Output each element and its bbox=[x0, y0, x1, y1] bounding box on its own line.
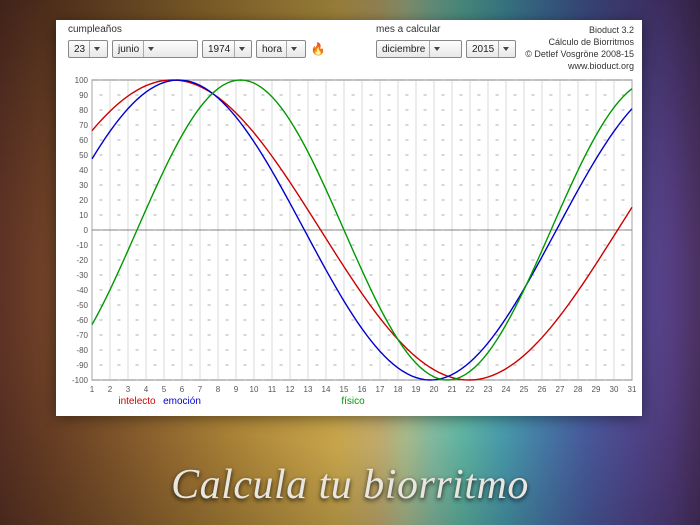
calc-month-label: mes a calcular bbox=[376, 24, 440, 35]
svg-text:4: 4 bbox=[144, 385, 149, 394]
svg-text:27: 27 bbox=[556, 385, 565, 394]
svg-text:30: 30 bbox=[610, 385, 619, 394]
svg-text:90: 90 bbox=[79, 91, 88, 100]
svg-text:7: 7 bbox=[198, 385, 203, 394]
product-copyright: © Detlef Vosgröne 2008-15 bbox=[525, 48, 634, 60]
chevron-down-icon bbox=[143, 41, 158, 57]
svg-text:emoción: emoción bbox=[163, 396, 201, 407]
svg-text:14: 14 bbox=[322, 385, 331, 394]
birth-hour-select[interactable]: hora bbox=[256, 40, 306, 58]
birth-day-select[interactable]: 23 bbox=[68, 40, 108, 58]
svg-text:-90: -90 bbox=[76, 361, 88, 370]
svg-text:16: 16 bbox=[358, 385, 367, 394]
chevron-down-icon bbox=[429, 41, 444, 57]
svg-text:13: 13 bbox=[304, 385, 313, 394]
svg-text:-70: -70 bbox=[76, 331, 88, 340]
svg-text:25: 25 bbox=[520, 385, 529, 394]
svg-text:12: 12 bbox=[286, 385, 295, 394]
svg-text:15: 15 bbox=[340, 385, 349, 394]
svg-text:-40: -40 bbox=[76, 286, 88, 295]
svg-text:24: 24 bbox=[502, 385, 511, 394]
svg-text:-80: -80 bbox=[76, 346, 88, 355]
svg-text:30: 30 bbox=[79, 181, 88, 190]
svg-text:60: 60 bbox=[79, 136, 88, 145]
credits-block: Bioduct 3.2 Cálculo de Biorritmos © Detl… bbox=[525, 24, 634, 72]
svg-text:19: 19 bbox=[412, 385, 421, 394]
svg-text:50: 50 bbox=[79, 151, 88, 160]
svg-text:10: 10 bbox=[79, 211, 88, 220]
birth-month-select[interactable]: junio bbox=[112, 40, 198, 58]
top-bar: cumpleaños 23 junio 1974 hora 🔥 mes a ca… bbox=[56, 20, 642, 72]
svg-text:20: 20 bbox=[79, 196, 88, 205]
svg-text:9: 9 bbox=[234, 385, 239, 394]
svg-text:18: 18 bbox=[394, 385, 403, 394]
svg-text:29: 29 bbox=[592, 385, 601, 394]
calc-month-value: diciembre bbox=[377, 44, 429, 55]
product-url: www.bioduct.org bbox=[525, 60, 634, 72]
svg-text:80: 80 bbox=[79, 106, 88, 115]
calculate-icon[interactable]: 🔥 bbox=[310, 41, 326, 57]
background: cumpleaños 23 junio 1974 hora 🔥 mes a ca… bbox=[0, 0, 700, 525]
chevron-down-icon bbox=[89, 41, 104, 57]
page-caption: Calcula tu biorritmo bbox=[0, 461, 700, 509]
svg-text:100: 100 bbox=[75, 76, 89, 85]
birthday-label: cumpleaños bbox=[68, 24, 122, 35]
svg-text:8: 8 bbox=[216, 385, 221, 394]
chevron-down-icon bbox=[234, 41, 249, 57]
birth-hour-value: hora bbox=[257, 44, 286, 55]
svg-text:23: 23 bbox=[484, 385, 493, 394]
svg-text:70: 70 bbox=[79, 121, 88, 130]
product-name: Bioduct 3.2 bbox=[525, 24, 634, 36]
svg-text:-20: -20 bbox=[76, 256, 88, 265]
calc-controls: diciembre 2015 bbox=[376, 40, 516, 58]
birth-year-select[interactable]: 1974 bbox=[202, 40, 252, 58]
svg-text:20: 20 bbox=[430, 385, 439, 394]
svg-text:11: 11 bbox=[268, 385, 277, 394]
svg-text:10: 10 bbox=[250, 385, 259, 394]
svg-text:-50: -50 bbox=[76, 301, 88, 310]
svg-text:17: 17 bbox=[376, 385, 385, 394]
svg-text:-60: -60 bbox=[76, 316, 88, 325]
svg-text:-30: -30 bbox=[76, 271, 88, 280]
calc-month-select[interactable]: diciembre bbox=[376, 40, 462, 58]
chevron-down-icon bbox=[498, 41, 513, 57]
svg-text:2: 2 bbox=[108, 385, 113, 394]
birth-month-value: junio bbox=[113, 44, 143, 55]
biorhythm-chart: -100-90-80-70-60-50-40-30-20-10010203040… bbox=[66, 74, 636, 410]
svg-text:5: 5 bbox=[162, 385, 167, 394]
svg-text:1: 1 bbox=[90, 385, 95, 394]
svg-text:22: 22 bbox=[466, 385, 475, 394]
birth-controls: 23 junio 1974 hora 🔥 bbox=[68, 40, 326, 58]
calc-year-value: 2015 bbox=[467, 44, 498, 55]
calc-year-select[interactable]: 2015 bbox=[466, 40, 516, 58]
svg-text:físico: físico bbox=[341, 396, 365, 407]
chevron-down-icon bbox=[286, 41, 301, 57]
svg-text:26: 26 bbox=[538, 385, 547, 394]
svg-text:-100: -100 bbox=[72, 376, 89, 385]
svg-text:40: 40 bbox=[79, 166, 88, 175]
svg-text:3: 3 bbox=[126, 385, 131, 394]
app-panel: cumpleaños 23 junio 1974 hora 🔥 mes a ca… bbox=[56, 20, 642, 416]
svg-text:-10: -10 bbox=[76, 241, 88, 250]
birth-day-value: 23 bbox=[69, 44, 89, 55]
svg-text:31: 31 bbox=[628, 385, 636, 394]
svg-text:28: 28 bbox=[574, 385, 583, 394]
svg-text:21: 21 bbox=[448, 385, 457, 394]
svg-text:intelecto: intelecto bbox=[118, 396, 156, 407]
svg-text:0: 0 bbox=[84, 226, 89, 235]
product-subtitle: Cálculo de Biorritmos bbox=[525, 36, 634, 48]
birth-year-value: 1974 bbox=[203, 44, 234, 55]
svg-text:6: 6 bbox=[180, 385, 185, 394]
